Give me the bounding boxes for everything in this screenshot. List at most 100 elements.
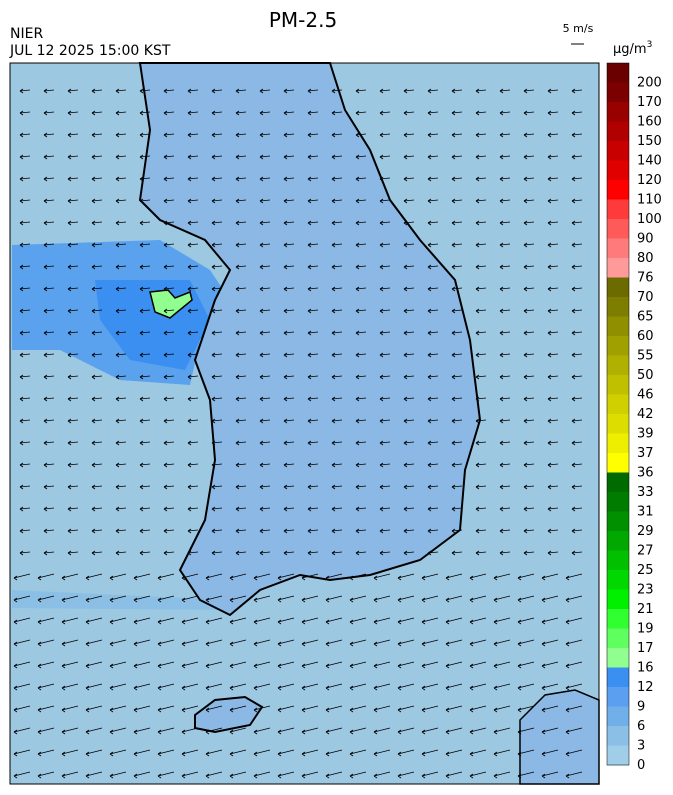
wind-arrow <box>517 727 535 735</box>
wind-arrow <box>211 462 223 468</box>
wind-arrow <box>283 330 295 336</box>
wind-arrow <box>379 396 391 402</box>
wind-arrow <box>547 528 559 534</box>
wind-arrow <box>475 132 487 138</box>
wind-arrow <box>355 88 367 94</box>
wind-arrow <box>187 352 199 358</box>
map <box>9 62 600 785</box>
wind-arrow <box>133 683 151 691</box>
wind-arrow <box>565 683 583 691</box>
wind-arrow <box>475 374 487 380</box>
colorbar-segment <box>607 609 629 629</box>
wind-arrow <box>115 330 127 336</box>
wind-arrow <box>499 220 511 226</box>
wind-arrow <box>91 352 103 358</box>
wind-arrow <box>85 573 103 581</box>
wind-arrow <box>205 639 223 647</box>
wind-arrow <box>523 330 535 336</box>
wind-arrow <box>571 396 583 402</box>
wind-arrow <box>475 242 487 248</box>
wind-arrow <box>331 154 343 160</box>
wind-arrow <box>373 683 391 691</box>
wind-arrow <box>43 528 55 534</box>
colorbar-segment <box>607 453 629 473</box>
wind-arrow <box>379 154 391 160</box>
wind-arrow <box>235 308 247 314</box>
wind-arrow <box>331 528 343 534</box>
wind-arrow <box>187 374 199 380</box>
wind-arrow <box>307 242 319 248</box>
wind-arrow <box>451 374 463 380</box>
wind-arrow <box>349 749 367 757</box>
colorbar-segment <box>607 667 629 688</box>
wind-arrow <box>211 550 223 556</box>
wind-arrow <box>451 242 463 248</box>
wind-arrow <box>67 154 79 160</box>
wind-arrow <box>301 771 319 779</box>
wind-arrow <box>157 573 175 581</box>
wind-arrow <box>91 440 103 446</box>
colorbar-segment <box>607 433 629 454</box>
wind-arrow <box>229 683 247 691</box>
wind-arrow <box>19 286 31 292</box>
colorbar-label: 80 <box>637 251 654 266</box>
wind-arrow <box>115 264 127 270</box>
colorbar-label: 19 <box>637 622 654 637</box>
wind-arrow <box>475 352 487 358</box>
wind-arrow <box>427 330 439 336</box>
colorbar-segment <box>607 199 629 220</box>
wind-arrow <box>67 88 79 94</box>
wind-arrow <box>565 617 583 625</box>
wind-arrow <box>427 220 439 226</box>
wind-arrow <box>403 528 415 534</box>
wind-arrow <box>163 352 175 358</box>
wind-arrow <box>91 132 103 138</box>
wind-arrow <box>19 176 31 182</box>
wind-arrow <box>163 198 175 204</box>
wind-arrow <box>13 727 31 735</box>
wind-arrow <box>331 440 343 446</box>
colorbar-segment <box>607 745 629 766</box>
colorbar-segment <box>607 726 629 746</box>
wind-arrow <box>253 771 271 779</box>
wind-arrow <box>91 506 103 512</box>
wind-arrow <box>397 639 415 647</box>
wind-arrow <box>475 550 487 556</box>
wind-arrow <box>499 418 511 424</box>
wind-arrow <box>475 462 487 468</box>
wind-arrow <box>259 550 271 556</box>
wind-arrow <box>163 308 175 314</box>
wind-arrow <box>211 132 223 138</box>
wind-arrow <box>523 462 535 468</box>
wind-arrow <box>475 506 487 512</box>
wind-arrow <box>139 374 151 380</box>
wind-arrow <box>187 528 199 534</box>
wind-arrow <box>139 550 151 556</box>
wind-arrow <box>235 132 247 138</box>
wind-arrow <box>475 264 487 270</box>
wind-arrow <box>499 440 511 446</box>
wind-arrow <box>187 462 199 468</box>
wind-arrow <box>91 154 103 160</box>
wind-arrow <box>523 198 535 204</box>
wind-arrow <box>307 418 319 424</box>
wind-arrow <box>373 727 391 735</box>
wind-arrow <box>19 242 31 248</box>
wind-arrow <box>427 176 439 182</box>
wind-arrow <box>403 176 415 182</box>
colorbar-label: 65 <box>637 310 654 325</box>
wind-arrow <box>307 88 319 94</box>
wind-arrow <box>157 595 175 603</box>
wind-arrow <box>397 661 415 669</box>
wind-arrow <box>259 154 271 160</box>
wind-arrow <box>43 308 55 314</box>
wind-arrow <box>355 242 367 248</box>
wind-arrow <box>235 220 247 226</box>
wind-arrow <box>115 88 127 94</box>
wind-arrow <box>67 418 79 424</box>
wind-arrow <box>163 528 175 534</box>
wind-arrow <box>421 749 439 757</box>
wind-arrow <box>475 440 487 446</box>
colorbar-label: 31 <box>637 505 654 520</box>
colorbar-label: 29 <box>637 524 654 539</box>
